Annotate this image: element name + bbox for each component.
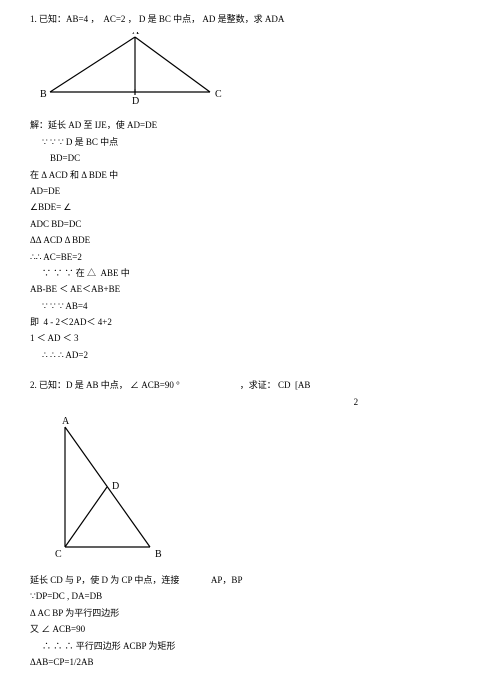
solution-line: ΔΔ ACD Δ BDE: [30, 233, 472, 247]
solution-line: ∵DP=DC , DA=DB: [30, 589, 472, 603]
solution-line: 解：延长 AD 至 IJE，使 AD=DE: [30, 118, 472, 132]
solution-line: ∵ ∵ ∵ D 是 BC 中点: [30, 135, 472, 149]
q2-title-right: ，求证： CD [AB: [240, 378, 472, 392]
solution-line: BD=DC: [30, 151, 472, 165]
svg-text:C: C: [215, 89, 222, 100]
q2-title-row: 2. 已知：D 是 AB 中点， ∠ ACB=90 ° ，求证： CD [AB …: [30, 376, 472, 411]
svg-text:D: D: [112, 481, 119, 492]
svg-text:C: C: [55, 549, 62, 560]
solution-line: ∴ ∴ ∴ 平行四边形 ACBP 为矩形: [30, 639, 472, 653]
solution-line: AD=DE: [30, 184, 472, 198]
svg-text:A: A: [132, 32, 140, 37]
solution-line: 即 4 - 2＜2AD＜ 4+2: [30, 315, 472, 329]
solution-line: ∵ ∵ ∵ AB=4: [30, 299, 472, 313]
solution-line: 在 Δ ACD 和 Δ BDE 中: [30, 168, 472, 182]
solution-line: Δ AC BP 为平行四边形: [30, 606, 472, 620]
solution-line: ADC BD=DC: [30, 217, 472, 231]
solution-line: ∵ ∵ ∵ 在 △ ABE 中: [30, 266, 472, 280]
q1-title: 1. 已知：AB=4 ， AC=2 ， D 是 BC 中点， AD 是整数，求 …: [30, 12, 472, 26]
q2-title-left: 2. 已知：D 是 AB 中点， ∠ ACB=90 °: [30, 378, 180, 409]
svg-text:B: B: [40, 89, 47, 100]
svg-text:B: B: [155, 549, 162, 560]
solution-line: ∴ ∴ ∴ AD=2: [30, 348, 472, 362]
solution-line: 又 ∠ ACB=90: [30, 622, 472, 636]
solution-line: ∴∴ AC=BE=2: [30, 250, 472, 264]
q1-figure: A B C D: [40, 32, 472, 112]
solution-line: 延长 CD 与 P，使 D 为 CP 中点，连接 AP，BP: [30, 573, 472, 587]
q2-solution: 延长 CD 与 P，使 D 为 CP 中点，连接 AP，BP ∵DP=DC , D…: [30, 573, 472, 669]
solution-line: ΔAB=CP=1/2AB: [30, 655, 472, 669]
svg-text:D: D: [132, 96, 139, 107]
svg-text:A: A: [62, 417, 70, 427]
q2-figure: A C B D: [40, 417, 472, 567]
solution-line: AB-BE ＜ AE＜AB+BE: [30, 282, 472, 296]
q1-solution: 解：延长 AD 至 IJE，使 AD=DE ∵ ∵ ∵ D 是 BC 中点 BD=D…: [30, 118, 472, 362]
q2-subscript: 2: [240, 395, 472, 409]
solution-line: ∠BDE= ∠: [30, 200, 472, 214]
solution-line: 1 ＜ AD ＜ 3: [30, 331, 472, 345]
